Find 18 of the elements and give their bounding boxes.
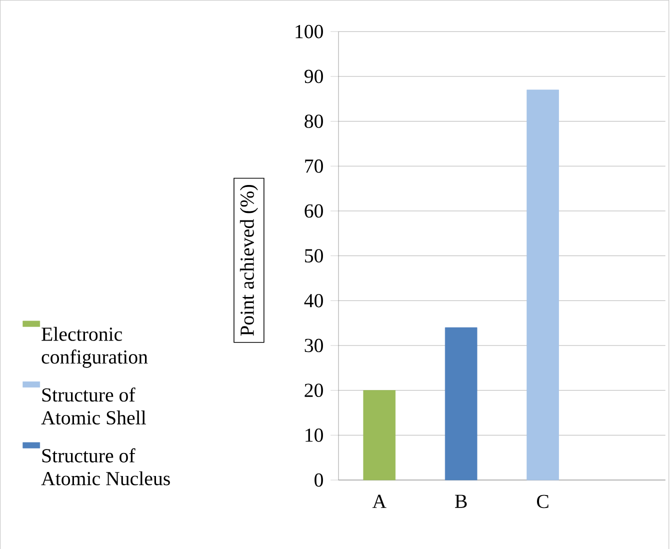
y-tick-label: 20 [304, 383, 323, 397]
legend-label: Structure of Atomic Nucleus [41, 448, 170, 486]
y-tick-label: 60 [304, 204, 323, 218]
y-tick-label: 40 [304, 294, 323, 308]
y-tick-label: 90 [304, 69, 323, 83]
x-tick-label: C [537, 494, 548, 508]
legend-label: Electronic configuration [42, 326, 148, 368]
y-tick-label: 100 [296, 24, 323, 38]
y-tick-label: 30 [304, 338, 323, 352]
x-tick-label: B [455, 494, 467, 508]
y-tick-label: 10 [306, 428, 323, 442]
y-tick-label: 70 [305, 159, 323, 173]
x-tick-label: A [372, 494, 386, 508]
y-axis-title: Point achieved (%) [240, 184, 258, 336]
legend-label: Structure of Atomic Shell [41, 387, 146, 424]
y-tick-label: 0 [314, 473, 323, 486]
y-tick-label: 50 [305, 248, 323, 262]
y-tick-label: 80 [304, 114, 323, 128]
